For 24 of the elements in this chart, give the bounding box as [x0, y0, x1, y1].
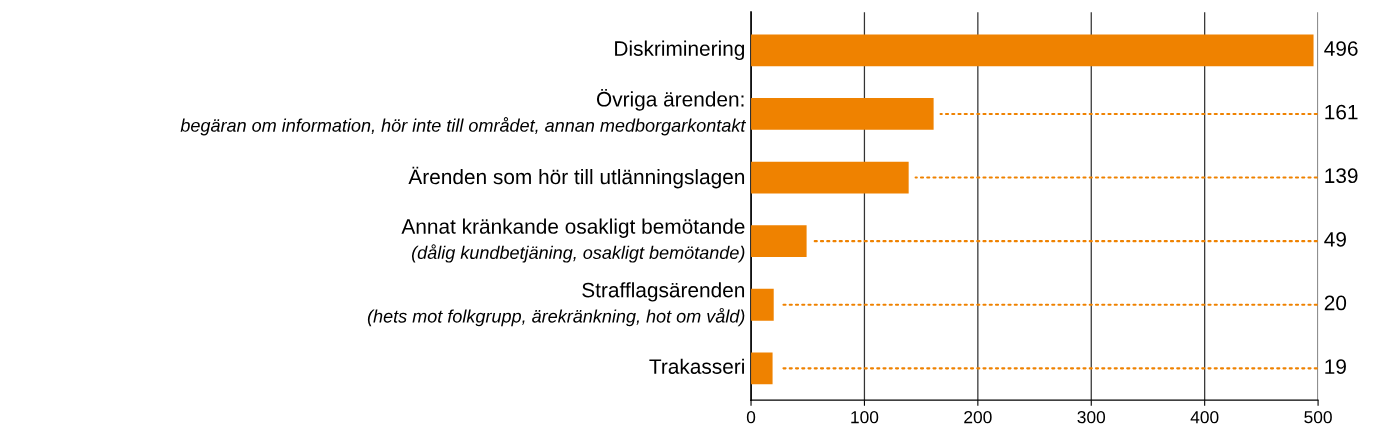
annotation: 161 — [1325, 104, 1358, 120]
annotation: 139 — [1325, 168, 1358, 184]
annotation: 496 — [1324, 41, 1358, 56]
y-tick-label: Annat kränkande osakligt bemötande (dålig kundbetjäning, osakligt bemötande) — [401, 218, 745, 263]
bar — [751, 352, 773, 385]
annotation: 20 — [1324, 295, 1347, 311]
bar — [751, 34, 1314, 67]
bar — [751, 288, 774, 321]
y-tick-label: Ärenden som hör till utlänningslagen — [408, 166, 745, 189]
y-tick-label: Strafflagsärenden (hets mot folkgrupp, ärekränkning, hot om våld) — [367, 282, 745, 327]
bar — [751, 98, 934, 130]
bar — [751, 161, 909, 194]
y-tick-label: Trakasseri — [649, 358, 744, 374]
y-tick-label: Övriga ärenden: begäran om information, hör inte till området, annan medborgarkontakt — [180, 88, 747, 136]
x-tick-label: 0 — [746, 411, 756, 424]
x-tick-label: 400 — [1190, 411, 1219, 424]
bar — [751, 225, 807, 258]
x-tick-label: 200 — [964, 411, 992, 424]
x-tick-label: 300 — [1077, 411, 1106, 424]
annotation: 19 — [1325, 359, 1346, 374]
x-tick-label: 100 — [851, 411, 879, 424]
annotation: 49 — [1324, 231, 1346, 247]
x-tick-label: 500 — [1304, 411, 1332, 424]
y-tick-label: Diskriminering — [615, 40, 745, 61]
